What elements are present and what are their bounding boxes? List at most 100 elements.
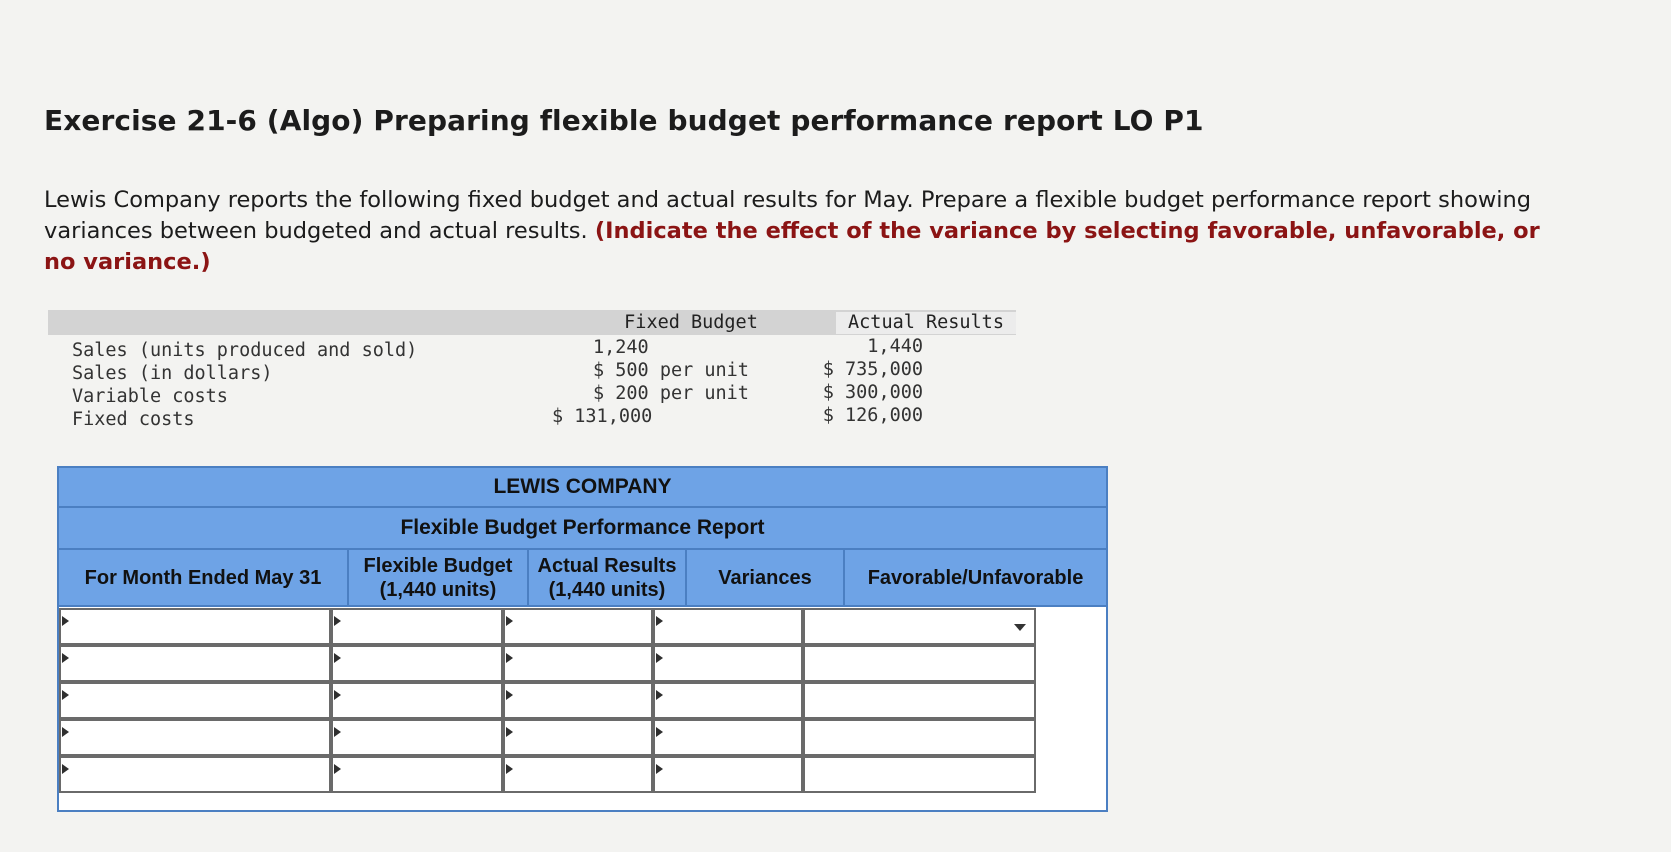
given-data-table: Fixed Budget Actual Results Sales (units…: [48, 310, 1016, 435]
flexible-budget-cell[interactable]: [331, 719, 503, 756]
cell-marker-icon: [506, 764, 513, 774]
favorable-unfavorable-select[interactable]: [803, 682, 1036, 719]
row-label-input[interactable]: [71, 688, 327, 715]
cell-marker-icon: [656, 727, 663, 737]
row-label-input[interactable]: [71, 762, 327, 789]
row-label-cell[interactable]: [59, 608, 331, 645]
variance-cell[interactable]: [653, 645, 803, 682]
flexible-budget-input[interactable]: [343, 651, 499, 678]
variance-cell[interactable]: [653, 682, 803, 719]
given-fixed-sales-dollars: $ 500 per unit: [593, 360, 749, 381]
cell-marker-icon: [506, 653, 513, 663]
flexible-budget-input[interactable]: [343, 762, 499, 789]
cell-marker-icon: [506, 616, 513, 626]
cell-marker-icon: [62, 616, 69, 626]
table-row: [59, 719, 1106, 756]
given-actual-variable-costs: $ 300,000: [822, 382, 923, 403]
given-actual-sales-units: 1,440: [867, 336, 923, 357]
cell-marker-icon: [656, 764, 663, 774]
exercise-title: Exercise 21-6 (Algo) Preparing flexible …: [44, 104, 1204, 137]
instructions-text: Lewis Company reports the following fixe…: [44, 187, 1532, 244]
table-row: [59, 682, 1106, 719]
flexible-budget-cell[interactable]: [331, 682, 503, 719]
table-row: [59, 756, 1106, 793]
variance-input[interactable]: [665, 725, 799, 752]
actual-results-input[interactable]: [515, 762, 649, 789]
col-header-variances-label: Variances: [718, 566, 812, 589]
actual-results-input[interactable]: [515, 725, 649, 752]
row-label-cell[interactable]: [59, 756, 331, 793]
col-header-period-label: For Month Ended May 31: [84, 566, 322, 589]
col-header-favorable-unfavorable: Favorable/Unfavorable: [845, 550, 1106, 607]
flexible-budget-input[interactable]: [343, 614, 499, 641]
actual-results-cell[interactable]: [503, 608, 653, 645]
cell-marker-icon: [656, 616, 663, 626]
variance-input[interactable]: [665, 651, 799, 678]
actual-results-input[interactable]: [515, 651, 649, 678]
actual-results-input[interactable]: [515, 688, 649, 715]
report-company-name: LEWIS COMPANY: [59, 468, 1106, 508]
variance-input[interactable]: [665, 614, 799, 641]
row-label-cell[interactable]: [59, 719, 331, 756]
favorable-unfavorable-select[interactable]: [803, 608, 1036, 645]
instructions-emphasis: (Indicate the effect of the variance by …: [44, 218, 1540, 275]
cell-marker-icon: [62, 653, 69, 663]
cell-marker-icon: [62, 690, 69, 700]
row-label-cell[interactable]: [59, 645, 331, 682]
row-label-input[interactable]: [71, 614, 327, 641]
given-label-fixed-costs: Fixed costs: [72, 409, 195, 430]
chevron-down-icon[interactable]: [1014, 624, 1026, 631]
cell-marker-icon: [334, 764, 341, 774]
col-header-actual-results: Actual Results (1,440 units): [529, 550, 687, 607]
given-label-sales-units: Sales (units produced and sold): [72, 340, 418, 361]
actual-results-cell[interactable]: [503, 756, 653, 793]
row-label-input[interactable]: [71, 651, 327, 678]
cell-marker-icon: [656, 653, 663, 663]
cell-marker-icon: [62, 764, 69, 774]
col-header-fav-label: Favorable/Unfavorable: [867, 566, 1084, 589]
given-label-variable-costs: Variable costs: [72, 386, 228, 407]
variance-cell[interactable]: [653, 608, 803, 645]
flexible-budget-cell[interactable]: [331, 608, 503, 645]
given-fixed-variable-costs: $ 200 per unit: [593, 383, 749, 404]
variance-cell[interactable]: [653, 719, 803, 756]
given-header-fixed-budget: Fixed Budget: [624, 312, 758, 333]
flexible-budget-cell[interactable]: [331, 756, 503, 793]
flexible-budget-input[interactable]: [343, 725, 499, 752]
favorable-unfavorable-select[interactable]: [803, 645, 1036, 682]
report-title: Flexible Budget Performance Report: [59, 508, 1106, 550]
given-header-actual-results: Actual Results: [836, 312, 1016, 334]
actual-results-cell[interactable]: [503, 719, 653, 756]
cell-marker-icon: [334, 653, 341, 663]
favorable-unfavorable-select[interactable]: [803, 719, 1036, 756]
flexible-budget-cell[interactable]: [331, 645, 503, 682]
cell-marker-icon: [506, 690, 513, 700]
col-header-flexible-line2: (1,440 units): [379, 578, 497, 601]
variance-cell[interactable]: [653, 756, 803, 793]
given-label-sales-dollars: Sales (in dollars): [72, 363, 273, 384]
cell-marker-icon: [334, 690, 341, 700]
favorable-unfavorable-select[interactable]: [803, 756, 1036, 793]
col-header-variances: Variances: [687, 550, 845, 607]
actual-results-cell[interactable]: [503, 682, 653, 719]
row-label-input[interactable]: [71, 725, 327, 752]
table-row: [59, 645, 1106, 682]
given-fixed-fixed-costs: $ 131,000: [552, 406, 653, 427]
cell-marker-icon: [334, 616, 341, 626]
variance-input[interactable]: [665, 762, 799, 789]
given-fixed-sales-units: 1,240: [593, 337, 649, 358]
actual-results-cell[interactable]: [503, 645, 653, 682]
given-actual-fixed-costs: $ 126,000: [822, 405, 923, 426]
flexible-budget-input[interactable]: [343, 688, 499, 715]
flexible-budget-report: LEWIS COMPANY Flexible Budget Performanc…: [57, 466, 1108, 812]
cell-marker-icon: [506, 727, 513, 737]
col-header-flexible-budget: Flexible Budget (1,440 units): [349, 550, 529, 607]
row-label-cell[interactable]: [59, 682, 331, 719]
cell-marker-icon: [656, 690, 663, 700]
table-row: [59, 608, 1106, 645]
col-header-period: For Month Ended May 31: [59, 550, 349, 607]
col-header-flexible-line1: Flexible Budget: [363, 554, 513, 577]
col-header-actual-line1: Actual Results: [537, 554, 677, 577]
actual-results-input[interactable]: [515, 614, 649, 641]
variance-input[interactable]: [665, 688, 799, 715]
